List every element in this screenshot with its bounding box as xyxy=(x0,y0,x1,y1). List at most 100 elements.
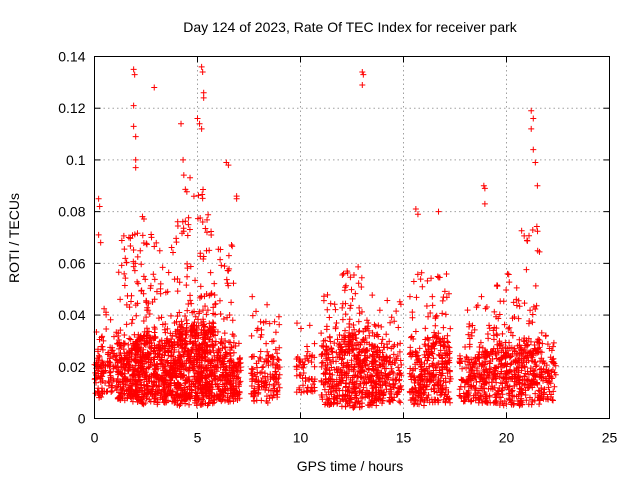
data-point xyxy=(180,351,187,358)
data-point xyxy=(348,286,355,293)
data-point xyxy=(164,288,171,295)
data-point xyxy=(340,338,347,345)
data-point xyxy=(183,331,190,338)
data-point xyxy=(482,305,489,312)
data-point xyxy=(195,385,202,392)
data-point xyxy=(374,347,381,354)
data-point xyxy=(530,372,537,379)
data-point xyxy=(319,393,326,400)
data-point xyxy=(272,329,279,336)
data-point xyxy=(253,364,260,371)
data-point xyxy=(199,354,206,361)
data-point xyxy=(376,307,383,314)
data-point xyxy=(206,371,213,378)
data-point xyxy=(155,341,162,348)
data-point xyxy=(328,391,335,398)
data-point xyxy=(393,376,400,383)
data-point xyxy=(101,305,108,312)
data-point xyxy=(528,107,535,114)
data-point xyxy=(237,378,244,385)
data-point xyxy=(133,312,140,319)
data-point xyxy=(135,394,142,401)
data-point xyxy=(529,398,536,405)
data-point xyxy=(176,333,183,340)
data-point xyxy=(171,346,178,353)
data-point xyxy=(224,394,231,401)
data-point xyxy=(134,253,141,260)
data-point xyxy=(115,333,122,340)
data-point xyxy=(195,378,202,385)
data-point xyxy=(199,195,206,202)
data-point xyxy=(143,333,150,340)
data-point xyxy=(396,367,403,374)
data-point xyxy=(496,385,503,392)
data-point xyxy=(397,301,404,308)
data-point xyxy=(180,156,187,163)
data-point xyxy=(482,358,489,365)
data-point xyxy=(135,331,142,338)
x-axis-label: GPS time / hours xyxy=(297,458,404,474)
data-point xyxy=(258,378,265,385)
data-point xyxy=(485,335,492,342)
data-point xyxy=(445,290,452,297)
data-point xyxy=(437,388,444,395)
data-point xyxy=(352,385,359,392)
data-point xyxy=(222,337,229,344)
data-point xyxy=(516,303,523,310)
data-point xyxy=(493,331,500,338)
data-point xyxy=(211,292,218,299)
data-point xyxy=(236,395,243,402)
data-point xyxy=(507,329,514,336)
data-point xyxy=(118,386,125,393)
data-point xyxy=(503,286,510,293)
data-point xyxy=(511,347,518,354)
data-point xyxy=(534,394,541,401)
data-point xyxy=(373,402,380,409)
data-point xyxy=(366,402,373,409)
data-point xyxy=(181,380,188,387)
data-point xyxy=(188,323,195,330)
data-point xyxy=(518,391,525,398)
data-point xyxy=(169,371,176,378)
data-point xyxy=(526,349,533,356)
data-point xyxy=(134,391,141,398)
data-point xyxy=(212,372,219,379)
data-point xyxy=(117,349,124,356)
data-point xyxy=(342,282,349,289)
data-point xyxy=(212,363,219,370)
data-point xyxy=(149,392,156,399)
data-point xyxy=(164,325,171,332)
data-point xyxy=(496,394,503,401)
data-point xyxy=(125,348,132,355)
data-point xyxy=(200,322,207,329)
data-point xyxy=(347,274,354,281)
data-point xyxy=(210,347,217,354)
data-point xyxy=(531,342,538,349)
data-point xyxy=(208,232,215,239)
data-point xyxy=(362,334,369,341)
data-point xyxy=(365,319,372,326)
data-point xyxy=(523,359,530,366)
data-point xyxy=(209,386,216,393)
data-point xyxy=(533,302,540,309)
data-point xyxy=(528,125,535,132)
data-point xyxy=(186,364,193,371)
data-point xyxy=(372,343,379,350)
data-point xyxy=(151,243,158,250)
data-point xyxy=(98,358,105,365)
data-point xyxy=(96,203,103,210)
data-point xyxy=(339,316,346,323)
data-point xyxy=(233,195,240,202)
data-point xyxy=(114,383,121,390)
data-point xyxy=(229,243,236,250)
data-point xyxy=(148,378,155,385)
data-point xyxy=(109,387,116,394)
data-point xyxy=(121,397,128,404)
data-point xyxy=(107,352,114,359)
data-point xyxy=(187,329,194,336)
data-point xyxy=(177,335,184,342)
data-point xyxy=(517,397,524,404)
data-point xyxy=(333,349,340,356)
data-point xyxy=(391,318,398,325)
data-point xyxy=(304,389,311,396)
